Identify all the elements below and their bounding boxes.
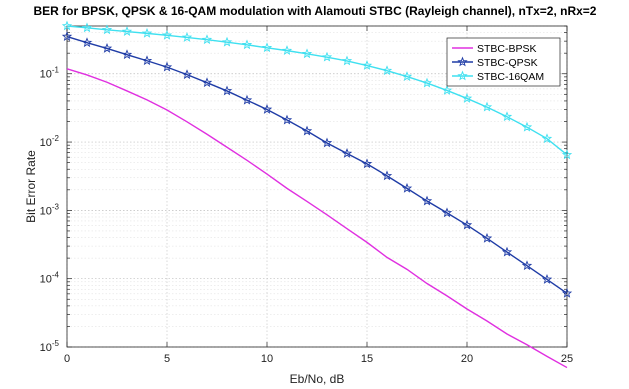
data-point-stbc-qpsk [161,61,173,72]
data-point-stbc-16qam [501,111,513,122]
data-point-stbc-qpsk [401,182,413,193]
data-point-stbc-qpsk [201,77,213,88]
data-point-stbc-qpsk [441,207,453,218]
series-line-stbc-bpsk [66,68,568,369]
data-point-stbc-16qam [421,77,433,88]
data-point-stbc-16qam [401,71,413,81]
data-point-stbc-qpsk [61,31,73,41]
plot-frame [66,25,568,348]
data-point-stbc-qpsk [281,114,293,125]
legend-label-stbc-bpsk: STBC-BPSK [477,43,537,55]
data-point-stbc-16qam [261,42,273,53]
y-axis-label: Bit Error Rate [24,150,38,223]
y-tick-label: 10-1 [40,66,60,81]
legend-marker-stbc-qpsk [457,56,468,67]
data-point-stbc-qpsk [421,195,433,206]
data-point-stbc-16qam [81,22,93,33]
data-point-stbc-16qam [121,26,133,36]
data-point-stbc-qpsk [141,55,153,66]
chart-title: BER for BPSK, QPSK & 16-QAM modulation w… [34,4,597,18]
x-tick-label: 10 [261,353,273,365]
data-point-stbc-qpsk [261,104,273,114]
data-point-stbc-qpsk [301,125,313,136]
data-point-stbc-16qam [561,149,573,160]
data-point-stbc-qpsk [341,148,353,158]
series-lines [61,20,573,369]
data-point-stbc-16qam [321,51,333,62]
y-tick-label: 10-2 [40,134,60,149]
legend-label-stbc-16qam: STBC-16QAM [477,71,544,83]
data-point-stbc-16qam [381,65,393,76]
legend-marker-stbc-16qam [457,70,468,81]
data-point-stbc-16qam [61,20,73,31]
data-point-stbc-qpsk [481,232,493,243]
data-point-stbc-16qam [181,31,193,42]
data-point-stbc-16qam [161,29,173,40]
data-point-stbc-qpsk [541,273,553,284]
data-point-stbc-qpsk [181,69,193,80]
data-point-stbc-16qam [481,101,493,112]
data-point-stbc-16qam [141,27,153,38]
data-point-stbc-16qam [241,39,253,50]
x-axis-label: Eb/No, dB [290,372,345,386]
data-point-stbc-16qam [281,45,293,56]
data-point-stbc-16qam [221,36,233,47]
data-point-stbc-qpsk [121,49,133,60]
x-tick-label: 15 [361,353,373,365]
data-point-stbc-16qam [301,48,313,59]
data-point-stbc-16qam [441,84,453,95]
data-point-stbc-qpsk [521,260,533,271]
data-point-stbc-16qam [361,60,373,70]
axis-ticks: 0 5 10 15 20 25 10-5 10-4 10-3 10-2 10-1 [40,25,573,365]
data-point-stbc-16qam [541,133,553,144]
data-point-stbc-qpsk [101,42,113,53]
legend-label-stbc-qpsk: STBC-QPSK [477,57,538,69]
data-point-stbc-qpsk [501,246,513,257]
data-point-stbc-16qam [101,24,113,35]
series-line-stbc-qpsk [66,35,568,294]
data-point-stbc-qpsk [81,37,93,48]
data-point-stbc-16qam [341,55,353,66]
y-tick-label: 10-4 [40,271,60,286]
data-point-stbc-qpsk [221,85,233,96]
x-tick-label: 0 [64,353,70,365]
x-tick-label: 25 [561,353,573,365]
y-tick-label: 10-5 [40,339,60,354]
data-point-stbc-qpsk [321,137,333,148]
data-point-stbc-qpsk [381,170,393,181]
x-tick-label: 20 [461,353,473,365]
data-point-stbc-qpsk [461,219,473,230]
data-point-stbc-16qam [521,121,533,132]
x-tick-label: 5 [164,353,170,365]
data-point-stbc-qpsk [561,287,573,298]
data-point-stbc-qpsk [241,94,253,105]
data-point-stbc-16qam [461,92,473,103]
legend: STBC-BPSK STBC-QPSK STBC-16QAM [446,37,561,87]
data-point-stbc-qpsk [361,158,373,169]
y-tick-label: 10-3 [40,202,60,217]
data-point-stbc-16qam [201,34,213,45]
